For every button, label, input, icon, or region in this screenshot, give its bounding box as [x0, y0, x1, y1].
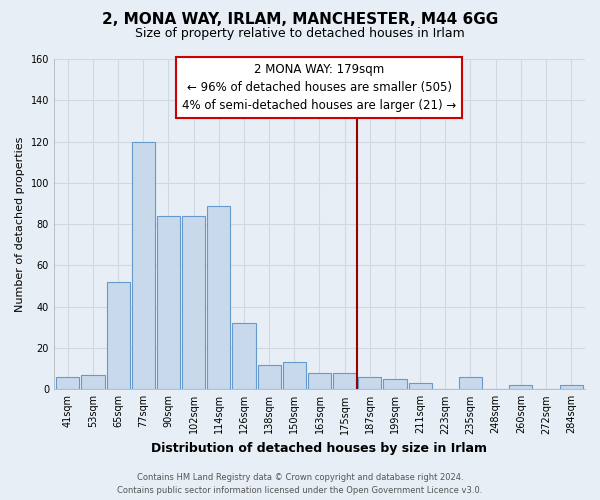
- Bar: [107, 282, 130, 390]
- Text: 2, MONA WAY, IRLAM, MANCHESTER, M44 6GG: 2, MONA WAY, IRLAM, MANCHESTER, M44 6GG: [102, 12, 498, 28]
- Text: Contains HM Land Registry data © Crown copyright and database right 2024.
Contai: Contains HM Land Registry data © Crown c…: [118, 474, 482, 495]
- Bar: [157, 216, 180, 390]
- Bar: [182, 216, 205, 390]
- Bar: [232, 323, 256, 390]
- Bar: [560, 385, 583, 390]
- Bar: [56, 377, 79, 390]
- Bar: [308, 373, 331, 390]
- Bar: [409, 383, 432, 390]
- Bar: [358, 377, 382, 390]
- Bar: [131, 142, 155, 390]
- Bar: [207, 206, 230, 390]
- Text: 2 MONA WAY: 179sqm
← 96% of detached houses are smaller (505)
4% of semi-detache: 2 MONA WAY: 179sqm ← 96% of detached hou…: [182, 63, 457, 112]
- Bar: [283, 362, 306, 390]
- Bar: [459, 377, 482, 390]
- X-axis label: Distribution of detached houses by size in Irlam: Distribution of detached houses by size …: [151, 442, 487, 455]
- Bar: [82, 375, 104, 390]
- Bar: [383, 379, 407, 390]
- Y-axis label: Number of detached properties: Number of detached properties: [15, 136, 25, 312]
- Text: Size of property relative to detached houses in Irlam: Size of property relative to detached ho…: [135, 28, 465, 40]
- Bar: [509, 385, 532, 390]
- Bar: [333, 373, 356, 390]
- Bar: [257, 364, 281, 390]
